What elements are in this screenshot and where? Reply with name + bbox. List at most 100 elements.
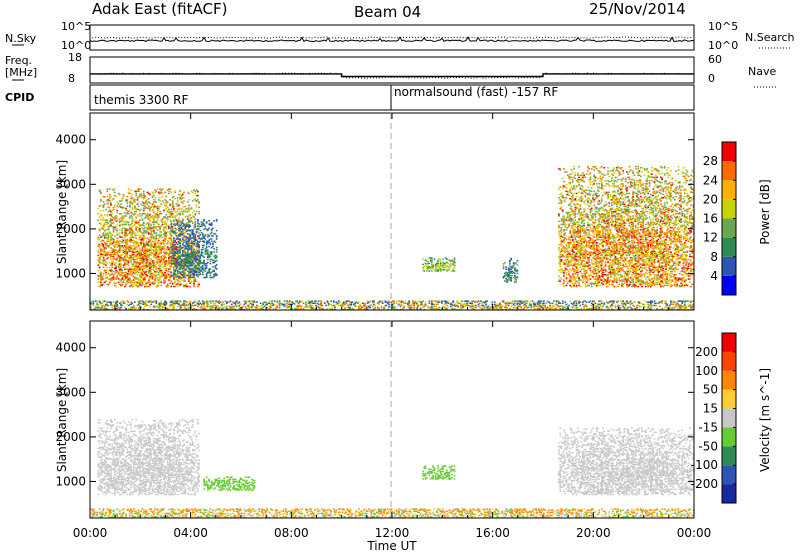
power-cell: [169, 233, 171, 235]
power-cell: [125, 229, 127, 231]
power-cell: [107, 251, 110, 253]
power-cell: [146, 255, 149, 258]
power-cell: [126, 221, 129, 224]
power-cell: [108, 278, 111, 280]
power-cell: [136, 203, 139, 205]
power-cell: [183, 272, 185, 275]
power-cell: [107, 238, 110, 241]
power-cell: [116, 260, 119, 262]
power-cell: [583, 180, 585, 183]
power-cell: [136, 278, 139, 280]
power-cell: [106, 262, 109, 264]
power-cell: [146, 199, 149, 201]
power-cell: [108, 197, 111, 199]
power-cell: [105, 234, 107, 236]
power-cell: [122, 217, 125, 219]
power-cell: [427, 260, 429, 262]
power-cell: [151, 203, 154, 205]
power-cell: [570, 285, 573, 288]
power-cell: [142, 244, 145, 246]
power-cell: [129, 206, 131, 209]
power-cell: [602, 185, 604, 187]
power-cell: [121, 230, 124, 232]
power-cell: [121, 245, 124, 247]
power-cell: [122, 279, 125, 281]
power-cell: [558, 220, 560, 222]
power-cell: [118, 269, 121, 272]
power-cell: [149, 270, 151, 273]
power-cell: [103, 250, 106, 252]
power-cell: [168, 228, 170, 230]
power-cell: [115, 270, 117, 273]
power-cell: [149, 283, 151, 286]
power-cell: [169, 250, 171, 252]
power-cell: [157, 199, 160, 201]
power-cell: [170, 237, 173, 240]
power-cell: [139, 238, 141, 241]
power-cell: [110, 241, 112, 244]
power-cell: [593, 169, 595, 171]
power-cell: [129, 204, 131, 206]
power-cell: [168, 190, 170, 193]
power-cell: [150, 231, 153, 233]
power-cell: [181, 225, 184, 227]
power-cell: [115, 278, 117, 280]
power-cell: [137, 252, 140, 255]
power-cell: [127, 239, 130, 242]
power-cell: [202, 252, 204, 254]
power-cell: [125, 221, 127, 224]
power-cell: [593, 247, 595, 249]
power-cell: [166, 224, 169, 227]
power-cell: [140, 284, 142, 287]
power-cell: [516, 272, 519, 275]
power-cell: [563, 241, 565, 244]
power-cell: [127, 272, 130, 275]
power-cell: [156, 246, 159, 248]
power-cell: [146, 256, 149, 259]
power-cell: [559, 168, 562, 170]
power-cell: [168, 237, 170, 240]
power-cell: [106, 252, 109, 255]
power-cell: [599, 223, 602, 226]
power-cell: [126, 241, 129, 244]
power-cell: [131, 236, 134, 238]
power-cell: [155, 201, 158, 203]
power-cell: [165, 252, 168, 255]
power-cell: [139, 219, 141, 221]
power-cell: [155, 251, 158, 253]
power-cell: [131, 283, 134, 286]
power-cell: [155, 256, 158, 259]
power-cell: [111, 255, 114, 258]
power-cell: [146, 261, 149, 263]
power-cell: [607, 170, 609, 172]
power-cell: [113, 263, 116, 265]
power-cell: [152, 225, 155, 228]
power-cell: [437, 262, 439, 265]
power-cell: [174, 280, 176, 282]
power-cell: [166, 276, 169, 278]
power-cell: [142, 230, 145, 232]
power-cell: [159, 280, 161, 282]
power-cell: [570, 214, 573, 216]
nave-label: Nave: [748, 65, 776, 78]
power-cell: [166, 263, 169, 265]
power-cell: [195, 270, 198, 272]
power-cell: [179, 238, 181, 240]
power-cell: [198, 282, 200, 284]
power-cell: [605, 209, 608, 212]
power-cell: [100, 255, 102, 258]
power-cell: [135, 240, 137, 243]
power-cell: [155, 246, 158, 248]
power-cell: [108, 262, 111, 264]
power-cell: [151, 265, 154, 267]
power-cell: [175, 245, 178, 248]
power-cell: [160, 203, 163, 205]
power-cell: [107, 199, 110, 201]
power-cell: [135, 220, 137, 222]
power-cell: [135, 254, 137, 257]
power-cell: [573, 165, 575, 168]
power-cell: [180, 262, 183, 265]
power-cell: [106, 253, 109, 256]
power-cell: [118, 235, 121, 237]
power-cell: [215, 259, 218, 262]
